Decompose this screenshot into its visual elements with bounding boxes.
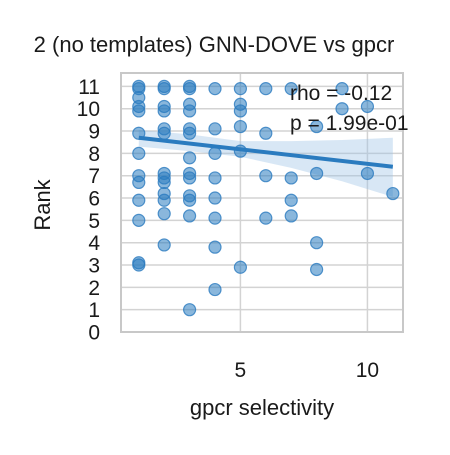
data-point bbox=[234, 261, 246, 273]
data-point bbox=[184, 152, 196, 164]
data-point bbox=[311, 237, 323, 249]
x-axis-label: gpcr selectivity bbox=[190, 395, 334, 420]
y-tick-label: 6 bbox=[88, 188, 100, 211]
data-point bbox=[184, 194, 196, 206]
data-point bbox=[209, 83, 221, 95]
data-point bbox=[260, 127, 272, 139]
data-point bbox=[209, 123, 221, 135]
y-tick-label: 5 bbox=[88, 210, 100, 233]
data-point bbox=[285, 194, 297, 206]
data-point bbox=[209, 284, 221, 296]
chart-title: 2 (no templates) GNN-DOVE vs gpcr bbox=[34, 32, 395, 57]
data-point bbox=[184, 127, 196, 139]
y-tick-label: 4 bbox=[88, 232, 100, 255]
data-point bbox=[260, 212, 272, 224]
data-point bbox=[133, 214, 145, 226]
y-tick-label: 3 bbox=[88, 255, 100, 278]
data-point bbox=[133, 259, 145, 271]
data-point bbox=[133, 105, 145, 117]
data-point bbox=[133, 147, 145, 159]
y-tick-label: 11 bbox=[78, 76, 100, 99]
y-tick-label: 9 bbox=[88, 121, 100, 144]
data-point bbox=[184, 304, 196, 316]
data-point bbox=[133, 176, 145, 188]
data-point bbox=[234, 121, 246, 133]
data-point bbox=[311, 167, 323, 179]
x-tick-label: 10 bbox=[356, 359, 379, 382]
data-point bbox=[184, 210, 196, 222]
data-point bbox=[158, 83, 170, 95]
y-axis-label: Rank bbox=[30, 178, 55, 230]
data-point bbox=[234, 83, 246, 95]
data-point bbox=[285, 172, 297, 184]
data-point bbox=[209, 192, 221, 204]
data-point bbox=[209, 241, 221, 253]
data-point bbox=[133, 194, 145, 206]
data-point bbox=[260, 170, 272, 182]
y-tick-label: 8 bbox=[88, 143, 100, 166]
data-point bbox=[184, 105, 196, 117]
data-point bbox=[184, 172, 196, 184]
y-tick-label: 1 bbox=[88, 299, 100, 322]
y-tick-label: 2 bbox=[88, 277, 100, 300]
data-point bbox=[184, 83, 196, 95]
y-tick-label: 7 bbox=[88, 165, 100, 188]
data-point bbox=[260, 83, 272, 95]
data-point bbox=[158, 127, 170, 139]
stats-annotation: p = 1.99e-01 bbox=[290, 112, 409, 135]
data-point bbox=[158, 208, 170, 220]
data-point bbox=[158, 176, 170, 188]
data-point bbox=[387, 188, 399, 200]
data-point bbox=[311, 263, 323, 275]
data-point bbox=[234, 105, 246, 117]
data-point bbox=[361, 167, 373, 179]
data-point bbox=[209, 147, 221, 159]
data-point bbox=[285, 210, 297, 222]
stats-annotation: rho = -0.12 bbox=[290, 82, 392, 105]
x-tick-label: 5 bbox=[235, 359, 247, 382]
data-point bbox=[209, 172, 221, 184]
data-point bbox=[209, 212, 221, 224]
data-point bbox=[158, 194, 170, 206]
y-tick-label: 0 bbox=[88, 322, 100, 345]
data-point bbox=[158, 239, 170, 251]
y-tick-label: 10 bbox=[77, 98, 100, 121]
data-point bbox=[158, 105, 170, 117]
